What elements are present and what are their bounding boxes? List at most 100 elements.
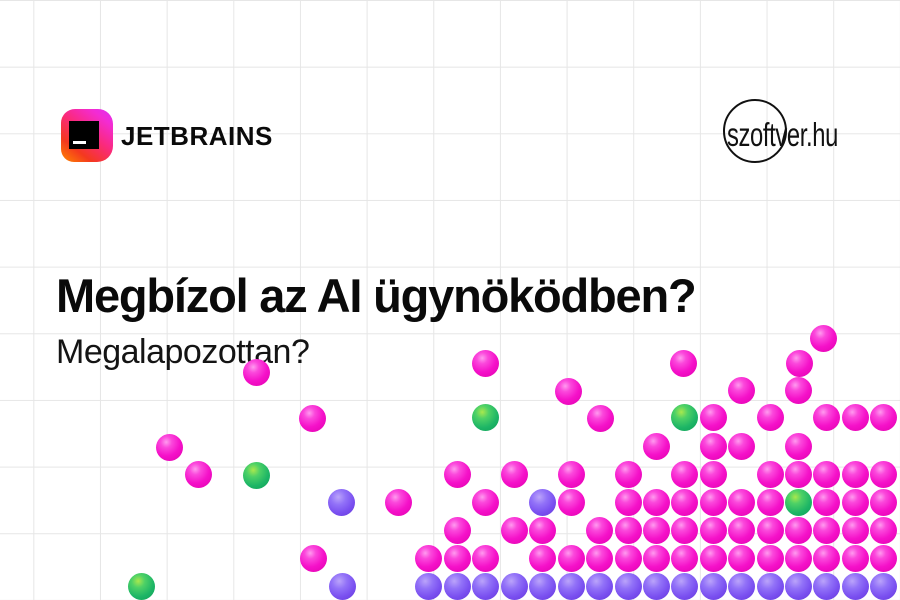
ball-magenta [869, 403, 897, 431]
ball-purple [528, 572, 556, 600]
ball-purple [812, 572, 840, 600]
ball-magenta [670, 488, 698, 516]
jetbrains-logo-underscore [73, 141, 86, 144]
ball-magenta [841, 516, 869, 544]
ball-magenta [471, 349, 499, 377]
ball-magenta [812, 403, 840, 431]
ball-magenta [642, 432, 670, 460]
ball-magenta [414, 544, 442, 572]
ball-magenta [642, 488, 670, 516]
ball-magenta [727, 516, 755, 544]
ball-magenta [642, 516, 670, 544]
ball-magenta [528, 544, 556, 572]
ball-magenta [727, 432, 755, 460]
ball-magenta [298, 404, 326, 432]
ball-magenta [443, 544, 471, 572]
ball-magenta [384, 488, 412, 516]
ball-magenta [812, 488, 840, 516]
ball-magenta [785, 349, 813, 377]
ball-purple [614, 572, 642, 600]
partner-logo-circle-icon [723, 99, 787, 163]
ball-magenta [557, 460, 585, 488]
ball-magenta [471, 544, 499, 572]
ball-purple [869, 572, 897, 600]
ball-magenta [614, 460, 642, 488]
ball-magenta [699, 432, 727, 460]
ball-magenta [841, 488, 869, 516]
ball-magenta [299, 544, 327, 572]
ball-magenta [784, 544, 812, 572]
ball-magenta [528, 516, 556, 544]
ball-magenta [756, 544, 784, 572]
ball-purple [585, 572, 613, 600]
ball-purple [500, 572, 528, 600]
ball-magenta [784, 376, 812, 404]
ball-magenta [841, 403, 869, 431]
partner-logo-text: szoftver.hu [727, 116, 838, 153]
ball-magenta [756, 403, 784, 431]
ball-magenta [242, 358, 270, 386]
ball-magenta [699, 403, 727, 431]
ball-magenta [841, 460, 869, 488]
ball-magenta [184, 460, 212, 488]
ball-purple [670, 572, 698, 600]
ball-purple [642, 572, 670, 600]
ball-green [127, 572, 155, 600]
ball-magenta [869, 488, 897, 516]
ball-magenta [614, 516, 642, 544]
ball-purple [471, 572, 499, 600]
ball-magenta [585, 516, 613, 544]
ball-magenta [585, 544, 613, 572]
ball-purple [557, 572, 585, 600]
ball-magenta [756, 516, 784, 544]
ball-magenta [727, 376, 755, 404]
ball-magenta [699, 544, 727, 572]
ball-magenta [869, 460, 897, 488]
ball-magenta [443, 516, 471, 544]
ball-magenta [812, 544, 840, 572]
ball-purple [414, 572, 442, 600]
ball-magenta [869, 544, 897, 572]
ball-magenta [670, 516, 698, 544]
ball-magenta [155, 433, 183, 461]
ball-purple [727, 572, 755, 600]
ball-magenta [784, 432, 812, 460]
ball-purple [327, 488, 355, 516]
ball-purple [328, 572, 356, 600]
ball-green [670, 403, 698, 431]
ball-green [242, 461, 270, 489]
jetbrains-logo-icon [61, 109, 113, 162]
ball-purple [841, 572, 869, 600]
ball-magenta [557, 488, 585, 516]
ball-purple [443, 572, 471, 600]
ball-magenta [812, 460, 840, 488]
ball-magenta [727, 488, 755, 516]
ball-purple [756, 572, 784, 600]
ball-magenta [699, 460, 727, 488]
ball-magenta [500, 460, 528, 488]
ball-magenta [727, 544, 755, 572]
ball-magenta [756, 488, 784, 516]
ball-magenta [614, 544, 642, 572]
ball-magenta [614, 488, 642, 516]
ball-magenta [812, 516, 840, 544]
ball-magenta [471, 488, 499, 516]
ball-magenta [500, 516, 528, 544]
ball-magenta [784, 516, 812, 544]
ball-magenta [699, 488, 727, 516]
ball-magenta [586, 404, 614, 432]
ball-purple [699, 572, 727, 600]
ball-green [471, 403, 499, 431]
ball-magenta [554, 377, 582, 405]
jetbrains-logo-square [69, 121, 99, 149]
ball-magenta [869, 516, 897, 544]
ball-magenta [699, 516, 727, 544]
jetbrains-wordmark: JETBRAINS [121, 121, 273, 151]
ball-magenta [756, 460, 784, 488]
ball-magenta [670, 544, 698, 572]
ball-purple [528, 488, 556, 516]
ball-green [784, 488, 812, 516]
ball-magenta [784, 460, 812, 488]
ball-magenta [557, 544, 585, 572]
